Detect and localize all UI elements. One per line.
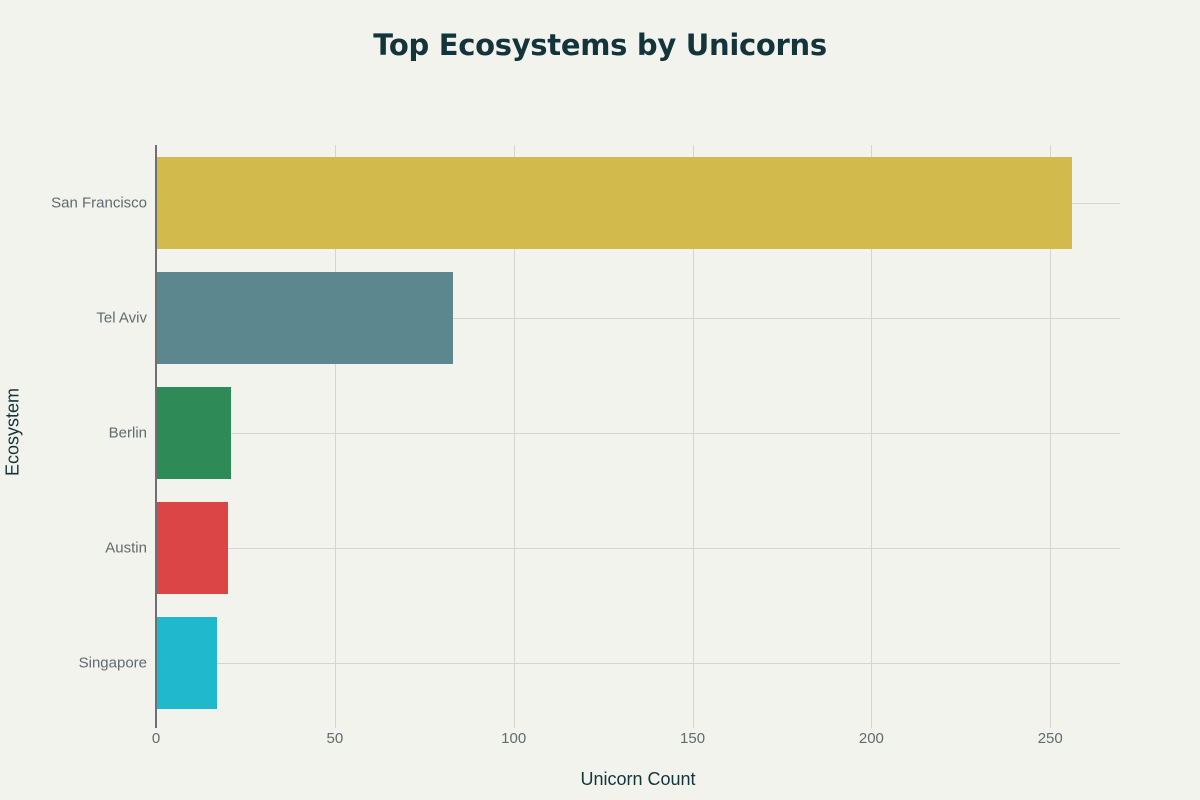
x-gridline [871, 145, 873, 728]
y-tick-label: San Francisco [51, 194, 147, 211]
bar-berlin[interactable] [156, 386, 232, 479]
bar-tel-aviv[interactable] [156, 271, 453, 364]
x-gridline [334, 145, 336, 728]
y-gridline [156, 547, 1120, 549]
x-tick-label: 0 [151, 730, 161, 747]
y-gridline [156, 662, 1120, 664]
y-tick-label: Tel Aviv [96, 309, 147, 326]
x-tick-label: 150 [680, 730, 706, 747]
y-axis-label: Ecosystem [2, 387, 23, 477]
x-tick-label: 200 [858, 730, 884, 747]
x-tick-label: 50 [326, 730, 344, 747]
y-gridline [156, 432, 1120, 434]
y-gridline [156, 317, 1120, 319]
chart-title: Top Ecosystems by Unicorns [373, 28, 827, 62]
x-tick-label: 100 [501, 730, 527, 747]
y-tick-label: Austin [105, 539, 147, 556]
bar-san-francisco[interactable] [156, 156, 1072, 249]
y-axis-line [155, 145, 157, 728]
bar-austin[interactable] [156, 501, 228, 594]
x-tick-label: 250 [1037, 730, 1063, 747]
y-tick-label: Berlin [108, 424, 147, 441]
x-gridline [513, 145, 515, 728]
y-tick-label: Singapore [78, 654, 147, 671]
bar-singapore[interactable] [156, 616, 217, 709]
x-gridline [692, 145, 694, 728]
plot-area [155, 145, 1120, 728]
x-gridline [1050, 145, 1052, 728]
x-axis-label: Unicorn Count [580, 769, 696, 789]
